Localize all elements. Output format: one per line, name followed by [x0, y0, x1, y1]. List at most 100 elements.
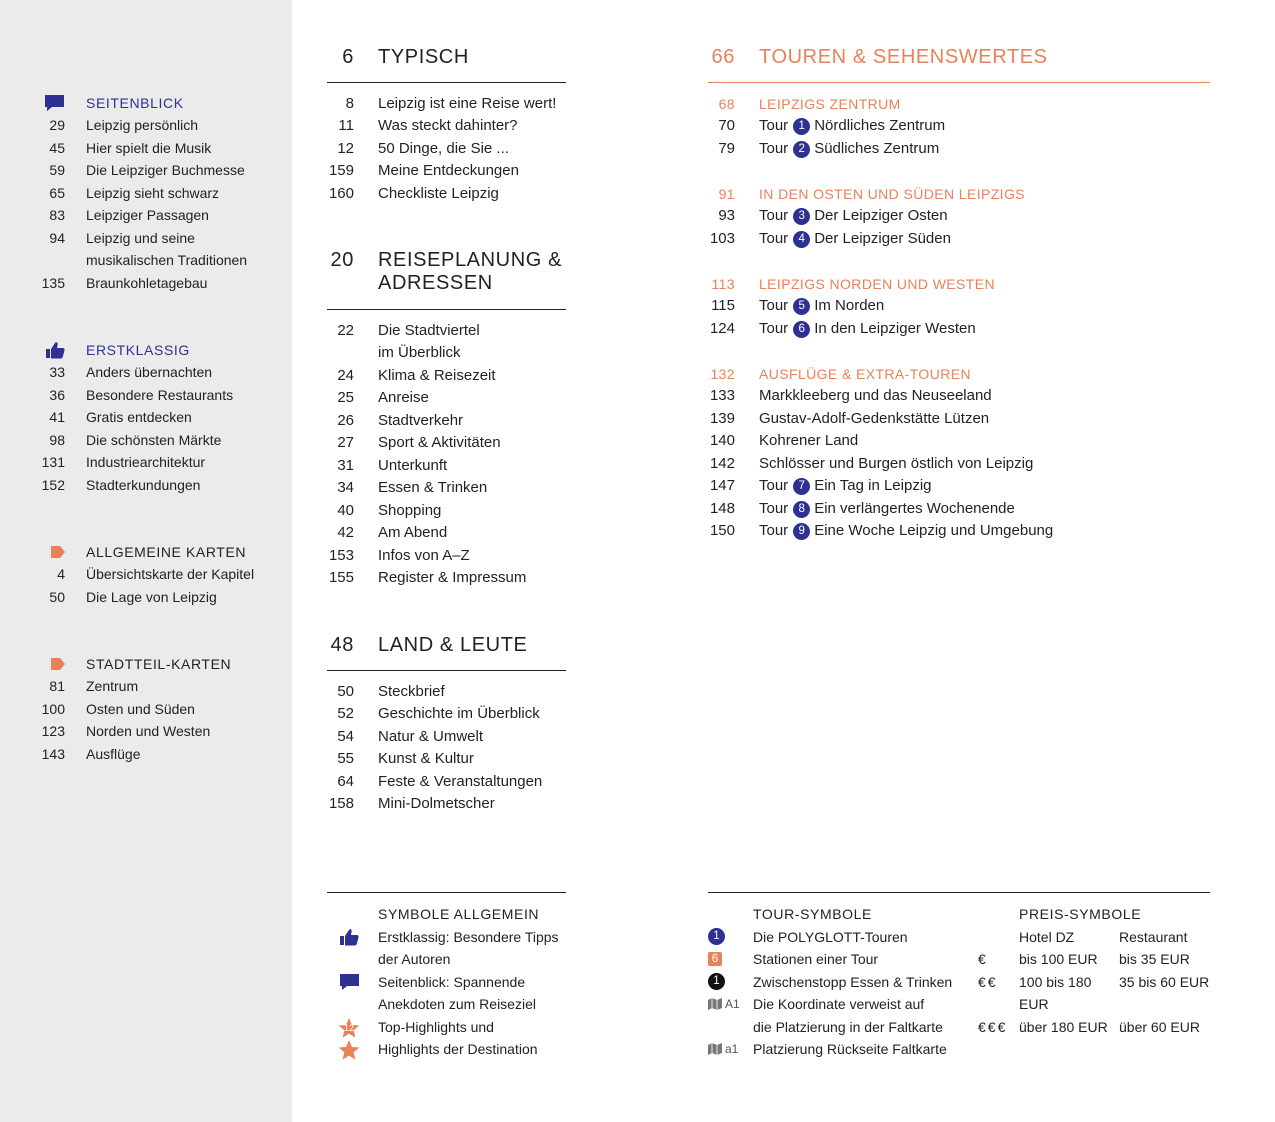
entry-line: 50 Dinge, die Sie ... — [378, 138, 509, 161]
toc-entry: 124 Tour 6 In den Leipziger Westen — [708, 318, 1210, 341]
price-hotel: über 180 EUR — [1019, 1018, 1108, 1035]
entry-line: Die Stadtviertel im Überblick — [378, 320, 480, 365]
entry-text: Die Lage von Leipzig — [86, 588, 217, 605]
legend-item: 12 Top-Highlights und — [327, 1016, 566, 1039]
page-number: 55 — [337, 750, 354, 768]
tour-section: 68 LEIPZIGS ZENTRUM 70 Tour 1 Nördliches Zent… — [708, 93, 1210, 161]
page-number: 147 — [709, 477, 735, 495]
tour-label: Tour — [759, 499, 789, 517]
entry-text: Besondere Restaurants — [86, 386, 234, 403]
toc-entry: 135 Braunkohletagebau — [0, 272, 254, 295]
spacer — [708, 903, 753, 926]
page-number: 135 — [41, 274, 65, 291]
toc-entry: 40 Shopping — [327, 500, 566, 523]
legend-icon: 1 — [708, 926, 753, 949]
sidebar-background — [0, 0, 292, 1122]
entry-text: Die Leipziger Buchmesse — [86, 162, 245, 179]
entry-line: Mini-Dolmetscher — [378, 793, 495, 816]
page-number: 11 — [338, 117, 354, 135]
tour-label: Tour — [759, 477, 789, 495]
entry-text: Stadtverkehr — [378, 411, 464, 429]
tour-badge: 6 — [793, 320, 811, 338]
sidebar-section: SEITENBLICK 29 Leipzig persönlich 45 Hier sp… — [0, 92, 254, 295]
legend-text: Zwischenstopp Essen & Trinken — [753, 973, 953, 990]
page-number: 148 — [709, 499, 735, 517]
toc-entry: 159 Meine Entdeckungen — [327, 160, 566, 183]
toc-entry: 26 Stadtverkehr — [327, 410, 566, 433]
entry-line: Schlösser und Burgen östlich von Leipzig — [759, 453, 1033, 476]
toc-entry: 142 Schlösser und Burgen östlich von Leip… — [708, 453, 1210, 476]
entry-text: Feste & Veranstaltungen — [378, 772, 543, 790]
chapter-heading: 48 LAND & LEUTE — [327, 634, 566, 671]
entry-text: Leipzig ist eine Reise wert! — [378, 94, 557, 112]
toc-entry: 93 Tour 3 Der Leipziger Osten — [708, 205, 1210, 228]
entry-text: Südliches Zentrum — [814, 139, 940, 157]
toc-entry: 50 Die Lage von Leipzig — [0, 586, 254, 609]
map-coordinate: a1 — [725, 1042, 739, 1056]
price-hotel: 100 bis 180 EUR — [1019, 973, 1092, 1013]
entry-text: Leipzig persönlich — [86, 117, 199, 134]
page-number: 142 — [709, 454, 735, 472]
entry-text: Infos von A–Z — [378, 546, 470, 564]
page-number: 41 — [49, 409, 65, 426]
toc-entry: 153 Infos von A–Z — [327, 545, 566, 568]
page-number: 115 — [711, 297, 735, 315]
toc-entry: 64 Feste & Veranstaltungen — [327, 771, 566, 794]
toc-entry: 94 Leipzig und seine musikalischen Tradit… — [0, 227, 254, 272]
entry-text: Sport & Aktivitäten — [378, 434, 501, 451]
toc-entry: 160 Checkliste Leipzig — [327, 183, 566, 206]
price-hotel: bis 100 EUR — [1019, 951, 1098, 967]
entry-line: Tour 5 Im Norden — [759, 295, 884, 318]
page-number: 124 — [709, 319, 735, 337]
icon — [338, 1017, 360, 1038]
tour-section: 91 IN DEN OSTEN UND SÜDEN LEIPZIGS 93 Tour 3… — [708, 183, 1210, 251]
tour-section-heading: 91 IN DEN OSTEN UND SÜDEN LEIPZIGS — [708, 183, 1210, 206]
icon — [45, 95, 64, 111]
chapter-title: REISEPLANUNG & ADRESSEN — [378, 249, 563, 295]
entry-text: Gustav-Adolf-Gedenkstätte Lützen — [759, 409, 990, 427]
page-number: 98 — [49, 431, 65, 448]
chapter-page: 66 — [711, 45, 735, 68]
page-number: 139 — [709, 409, 735, 427]
toc-entry: 29 Leipzig persönlich — [0, 114, 254, 137]
toc-entry: 11 Was steckt dahinter? — [327, 115, 566, 138]
entry-text: Der Leipziger Osten — [814, 207, 948, 225]
toc-entry: 52 Geschichte im Überblick — [327, 703, 566, 726]
page-number: 150 — [709, 522, 735, 540]
sidebar-section: ERSTKLASSIG 33 Anders übernachten 36 Besonde… — [0, 339, 254, 497]
tour-label: Tour — [759, 319, 789, 337]
legend-icon: 12 — [327, 1016, 371, 1039]
toc-entry: 70 Tour 1 Nördliches Zentrum — [708, 115, 1210, 138]
toc-entry: 147 Tour 7 Ein Tag in Leipzig — [708, 475, 1210, 498]
star-label: 12 — [343, 1022, 354, 1033]
price-restaurant: über 60 EUR — [1119, 1018, 1200, 1035]
toc-entry: 155 Register & Impressum — [327, 567, 566, 590]
section-icon — [0, 339, 65, 362]
tour-badge: 4 — [793, 230, 811, 248]
toc-entry: 103 Tour 4 Der Leipziger Süden — [708, 228, 1210, 251]
sidebar-section: ALLGEMEINE KARTEN 4 Übersichtskarte der Ka… — [0, 541, 254, 609]
entry-line: Anreise — [378, 387, 429, 410]
tours-column: 66 TOUREN & SEHENSWERTES 68 LEIPZIGS ZENTRU… — [708, 46, 1210, 543]
page-number: 133 — [709, 387, 735, 405]
page-number: 24 — [337, 366, 354, 384]
spacer — [978, 903, 1019, 926]
entry-text: Gratis entdecken — [86, 409, 192, 426]
legend-icon: A1 — [708, 993, 753, 1016]
entry-line: Sport & Aktivitäten — [378, 432, 501, 455]
entry-line: Leipzig ist eine Reise wert! — [378, 93, 556, 116]
toc-entry: 83 Leipziger Passagen — [0, 204, 254, 227]
legend-text: Seitenblick: Spannende Anekdoten zum Rei… — [378, 973, 536, 1013]
entry-text: Braunkohletagebau — [86, 274, 208, 291]
page-number: 94 — [49, 229, 65, 246]
entry-line: Meine Entdeckungen — [378, 160, 519, 183]
entry-text: Mini-Dolmetscher — [378, 795, 495, 813]
tour-badge: 2 — [793, 140, 811, 158]
legend-item: Seitenblick: Spannende Anekdoten zum Rei… — [327, 971, 566, 1016]
page-number: 153 — [328, 546, 354, 564]
toc-entry: 139 Gustav-Adolf-Gedenkstätte Lützen — [708, 408, 1210, 431]
toc-entry: 12 50 Dinge, die Sie ... — [327, 138, 566, 161]
page-number: 65 — [49, 184, 65, 201]
